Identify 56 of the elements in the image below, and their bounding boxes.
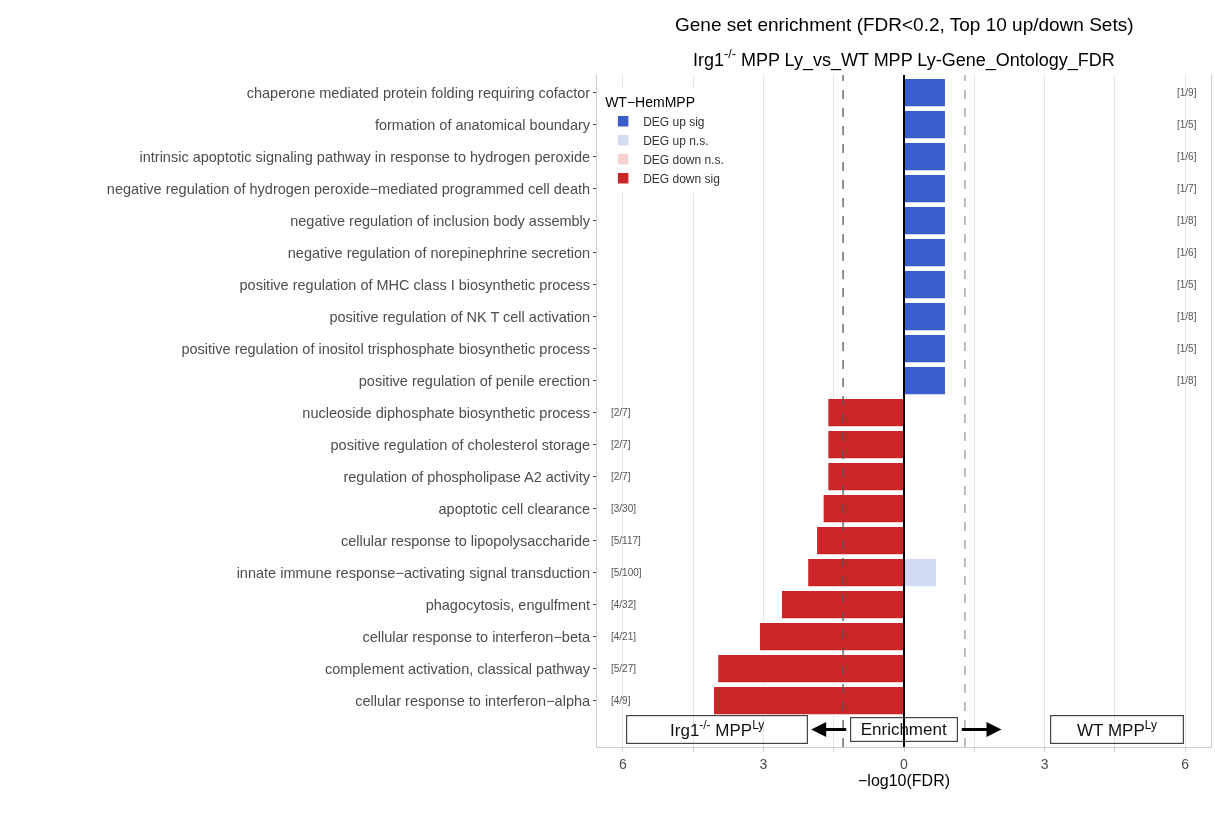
- legend-label: DEG down n.s.: [643, 152, 724, 167]
- y-tick-label: negative regulation of hydrogen peroxide−mediated programmed cell death: [106, 180, 591, 197]
- annotation: [3/30]: [611, 503, 637, 514]
- annotation: [1/5]: [1177, 119, 1197, 130]
- x-tick-label: 6: [1181, 755, 1190, 772]
- annotation: [2/7]: [611, 439, 631, 450]
- x-tick-label: 0: [900, 755, 909, 772]
- x-tick-label: 3: [1040, 755, 1049, 772]
- y-tick-label: intrinsic apoptotic signaling pathway in response to hydrogen peroxide: [139, 148, 591, 165]
- y-tick-label: chaperone mediated protein folding requiring cofactor: [246, 84, 591, 101]
- annotation: [1/6]: [1177, 247, 1197, 258]
- x-tick-label: 3: [759, 755, 768, 772]
- chart-title: Gene set enrichment (FDR<0.2, Top 10 up/down Sets): [675, 14, 1134, 35]
- legend-label: DEG down sig: [643, 171, 720, 186]
- y-tick-label: formation of anatomical boundary: [374, 116, 591, 133]
- y-tick-label: positive regulation of cholesterol storage: [330, 436, 591, 453]
- y-tick-label: positive regulation of inositol trisphosphate biosynthetic process: [181, 340, 591, 357]
- annotation: WT MPP$^{Ly}$: [1077, 718, 1157, 741]
- annotation: [1/8]: [1177, 375, 1197, 386]
- y-tick-label: positive regulation of NK T cell activation: [329, 308, 591, 325]
- annotation: [1/8]: [1177, 215, 1197, 226]
- annotation: [1/6]: [1177, 151, 1197, 162]
- y-tick-label: regulation of phospholipase A2 activity: [343, 468, 591, 485]
- annotation: [2/7]: [611, 471, 631, 482]
- x-axis-title: −log10(FDR): [857, 771, 951, 789]
- legend-label: DEG up sig: [643, 114, 705, 129]
- legend-title: WT−HemMPP: [605, 93, 695, 110]
- annotation: [1/7]: [1177, 183, 1197, 194]
- annotation: [4/9]: [611, 695, 631, 706]
- y-tick-label: negative regulation of norepinephrine secretion: [287, 244, 591, 261]
- y-tick-label: phagocytosis, engulfment: [425, 596, 591, 613]
- y-tick-label: nucleoside diphosphate biosynthetic process: [302, 404, 591, 421]
- chart-subtitle: Irg1$^{-/-}$ MPP Ly_vs_WT MPP Ly-Gene_Ontology_FDR: [693, 47, 1115, 71]
- annotation: [5/100]: [611, 567, 642, 578]
- annotation: [1/8]: [1177, 311, 1197, 322]
- legend-label: DEG up n.s.: [643, 133, 709, 148]
- y-tick-label: cellular response to interferon−alpha: [355, 692, 592, 709]
- annotation: [2/7]: [611, 407, 631, 418]
- bar: [903, 557, 938, 588]
- annotation: [4/21]: [611, 631, 637, 642]
- y-tick-label: complement activation, classical pathway: [324, 660, 591, 677]
- annotation: [1/5]: [1177, 343, 1197, 354]
- y-tick-label: positive regulation of penile erection: [358, 372, 591, 389]
- annotation: [4/32]: [611, 599, 637, 610]
- y-tick-label: cellular response to lipopolysaccharide: [341, 532, 591, 549]
- y-tick-label: apoptotic cell clearance: [438, 500, 591, 517]
- y-tick-label: negative regulation of inclusion body assembly: [290, 212, 591, 229]
- annotation: [1/9]: [1177, 87, 1197, 98]
- annotation: [5/117]: [611, 535, 642, 546]
- y-tick-label: positive regulation of MHC class I biosynthetic process: [239, 276, 591, 293]
- x-tick-label: 6: [618, 755, 627, 772]
- annotation: [1/5]: [1177, 279, 1197, 290]
- annotation: Irg1$^{-/-}$ MPP$^{Ly}$: [670, 718, 765, 741]
- y-tick-label: innate immune response−activating signal transduction: [236, 564, 591, 581]
- annotation: [5/27]: [611, 663, 637, 674]
- y-tick-label: cellular response to interferon−beta: [362, 628, 592, 645]
